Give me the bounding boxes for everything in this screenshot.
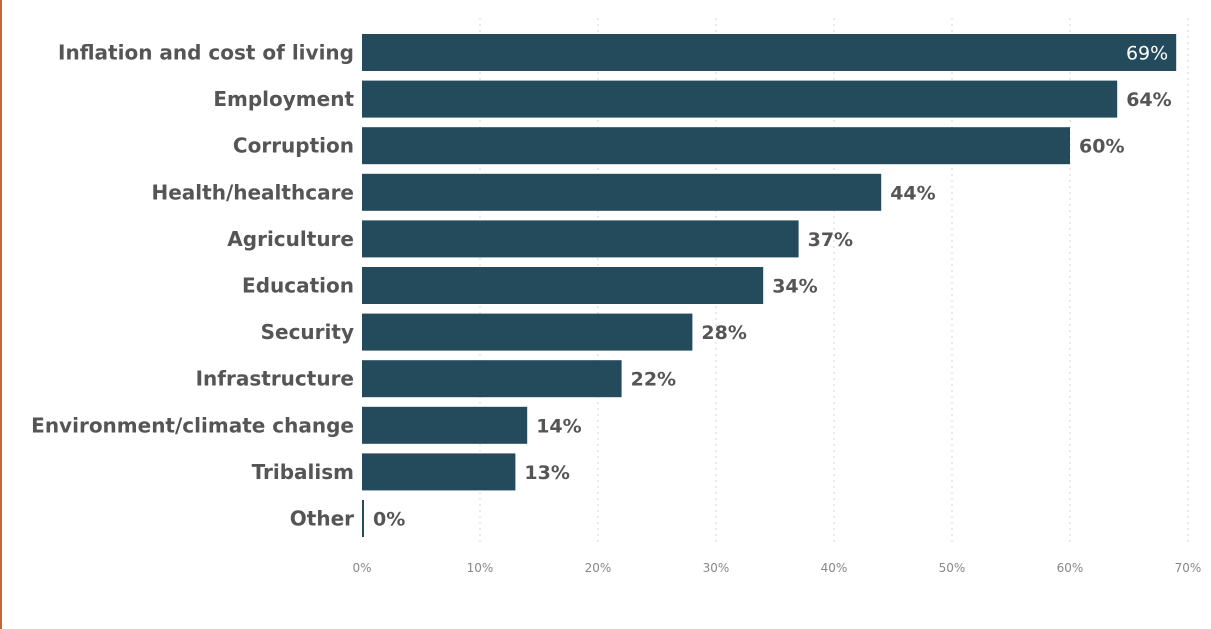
category-labels: Inflation and cost of living Employment Co… [31, 41, 354, 531]
bar [362, 220, 799, 258]
category-label: Employment [213, 87, 354, 111]
x-tick-label: 10% [467, 561, 494, 575]
category-label: Education [242, 274, 354, 298]
bar [362, 34, 1177, 71]
data-label: 13% [524, 462, 569, 484]
bar [362, 173, 882, 211]
bar [362, 453, 516, 491]
x-tick-label: 0% [352, 561, 371, 575]
bar [362, 313, 693, 351]
bar [362, 267, 764, 304]
data-label: 44% [890, 182, 935, 204]
bar [362, 127, 1070, 165]
category-label: Corruption [233, 134, 354, 158]
bar [362, 406, 528, 444]
x-tick-label: 30% [703, 561, 730, 575]
bar [362, 500, 364, 537]
data-label: 0% [373, 509, 405, 531]
category-label: Tribalism [252, 460, 354, 484]
category-label: Environment/climate change [31, 413, 354, 437]
category-label: Security [261, 320, 354, 344]
category-label: Agriculture [227, 227, 354, 251]
bar [362, 80, 1118, 118]
left-edge-accent [0, 0, 2, 629]
data-label: 34% [772, 276, 817, 298]
data-label: 64% [1126, 89, 1171, 111]
category-label: Infrastructure [196, 367, 354, 391]
data-label: 28% [701, 322, 746, 344]
x-tick-label: 40% [821, 561, 848, 575]
data-label: 69% [1126, 43, 1168, 65]
bars [362, 34, 1177, 537]
data-label: 14% [536, 415, 581, 437]
category-label: Other [290, 507, 354, 531]
data-label: 22% [631, 369, 676, 391]
x-tick-label: 20% [585, 561, 612, 575]
data-label: 60% [1079, 136, 1124, 158]
x-tick-label: 70% [1175, 561, 1202, 575]
value-labels: 69% 64% 60% 44% 37% 34% 28% 22% 14% 13% 0% [373, 43, 1172, 531]
category-label: Inflation and cost of living [58, 41, 354, 65]
x-axis-ticks: 0% 10% 20% 30% 40% 50% 60% 70% [352, 561, 1201, 575]
category-label: Health/healthcare [152, 180, 355, 204]
x-tick-label: 50% [939, 561, 966, 575]
bar [362, 360, 622, 398]
data-label: 37% [808, 229, 853, 251]
x-tick-label: 60% [1057, 561, 1084, 575]
